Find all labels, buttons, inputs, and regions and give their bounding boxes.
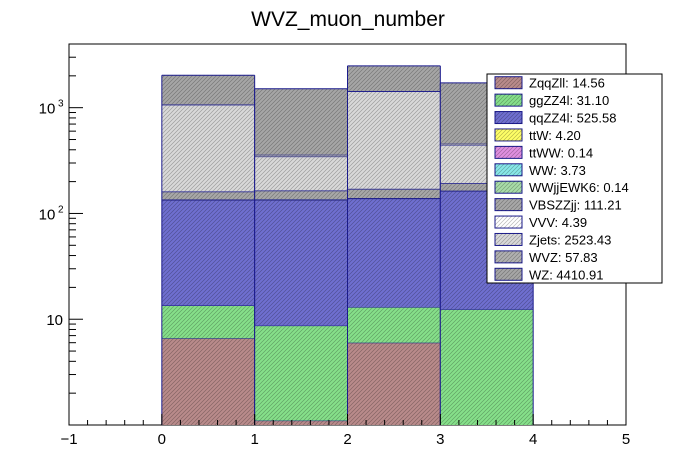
- bar-hatch-vbszzjj-bin-0: [161, 191, 255, 200]
- x-tick-label: 4: [529, 431, 537, 448]
- legend-label-ttw: ttW: 4.20: [529, 128, 581, 143]
- legend-swatch-hatch-wz: [495, 268, 522, 281]
- legend-swatch-hatch-zqqzll: [495, 76, 522, 89]
- histogram-stack: [161, 65, 534, 425]
- y-tick-label: 10: [39, 206, 56, 223]
- x-tick-label: 3: [436, 431, 444, 448]
- bar-hatch-zqqzll-bin-2: [347, 342, 441, 425]
- legend-swatch-hatch-ttw: [495, 128, 522, 141]
- bar-hatch-wz-bin-0: [161, 75, 255, 105]
- bar-hatch-zqqzll-bin-1: [254, 420, 348, 425]
- bar-hatch-qqzz4l-bin-1: [254, 200, 348, 326]
- bar-hatch-wz-bin-2: [347, 65, 441, 92]
- bar-hatch-zjets-bin-1: [254, 156, 348, 191]
- bar-hatch-ggzz4l-bin-0: [161, 305, 255, 339]
- bar-hatch-zjets-bin-2: [347, 91, 441, 189]
- legend-swatch-hatch-zjets: [495, 233, 522, 246]
- bar-hatch-vbszzjj-bin-2: [347, 189, 441, 199]
- bar-hatch-wvz-bin-1: [254, 154, 348, 157]
- bar-hatch-vbszzjj-bin-1: [254, 190, 348, 200]
- legend-label-wz: WZ: 4410.91: [529, 267, 603, 282]
- legend-box: [486, 73, 663, 284]
- legend-swatch-hatch-vvv: [495, 216, 522, 229]
- legend-label-wvz: WVZ: 57.83: [529, 250, 598, 265]
- legend-label-zjets: Zjets: 2523.43: [529, 232, 611, 247]
- legend-label-vvv: VVV: 4.39: [529, 215, 587, 230]
- bar-hatch-ggzz4l-bin-2: [347, 307, 441, 343]
- bar-hatch-qqzz4l-bin-2: [347, 198, 441, 308]
- legend-label-ttww: ttWW: 0.14: [529, 145, 593, 160]
- legend-label-ggzz4l: ggZZ4l: 31.10: [529, 93, 609, 108]
- y-tick-exponent: 3: [58, 99, 64, 110]
- x-tick-label: −1: [60, 431, 77, 448]
- x-tick-label: 1: [250, 431, 258, 448]
- chart-title: WVZ_muon_number: [251, 8, 445, 31]
- y-tick-label: 10: [39, 101, 56, 118]
- legend-swatch-hatch-vbszzjj: [495, 198, 522, 211]
- bar-hatch-ggzz4l-bin-1: [254, 325, 348, 421]
- legend-label-vbszzjj: VBSZZjj: 111.21: [529, 198, 622, 213]
- legend-label-wwjjewk6: WWjjEWK6: 0.14: [529, 180, 629, 195]
- legend-label-zqqzll: ZqqZll: 14.56: [529, 76, 605, 91]
- legend-swatch-hatch-ggzz4l: [495, 94, 522, 107]
- bar-hatch-ggzz4l-bin-3: [440, 309, 534, 425]
- bar-hatch-qqzz4l-bin-0: [161, 200, 255, 306]
- legend-swatch-hatch-qqzz4l: [495, 111, 522, 124]
- bar-hatch-zqqzll-bin-0: [161, 338, 255, 425]
- legend: ZqqZll: 14.56 ggZZ4l: 31.10 qqZZ4l: 525.58…: [486, 73, 663, 284]
- x-tick-label: 0: [158, 431, 166, 448]
- legend-swatch-hatch-ww: [495, 163, 522, 176]
- legend-swatch-hatch-wvz: [495, 250, 522, 263]
- legend-swatch-hatch-wwjjewk6: [495, 181, 522, 194]
- x-tick-label: 5: [622, 431, 630, 448]
- y-tick-label: 10: [46, 312, 63, 329]
- x-tick-label: 2: [343, 431, 351, 448]
- bar-hatch-zjets-bin-0: [161, 104, 255, 192]
- legend-swatch-hatch-ttww: [495, 146, 522, 159]
- y-tick-exponent: 2: [58, 204, 64, 215]
- bar-hatch-wz-bin-1: [254, 88, 348, 155]
- legend-label-qqzz4l: qqZZ4l: 525.58: [529, 111, 616, 126]
- legend-label-ww: WW: 3.73: [529, 163, 586, 178]
